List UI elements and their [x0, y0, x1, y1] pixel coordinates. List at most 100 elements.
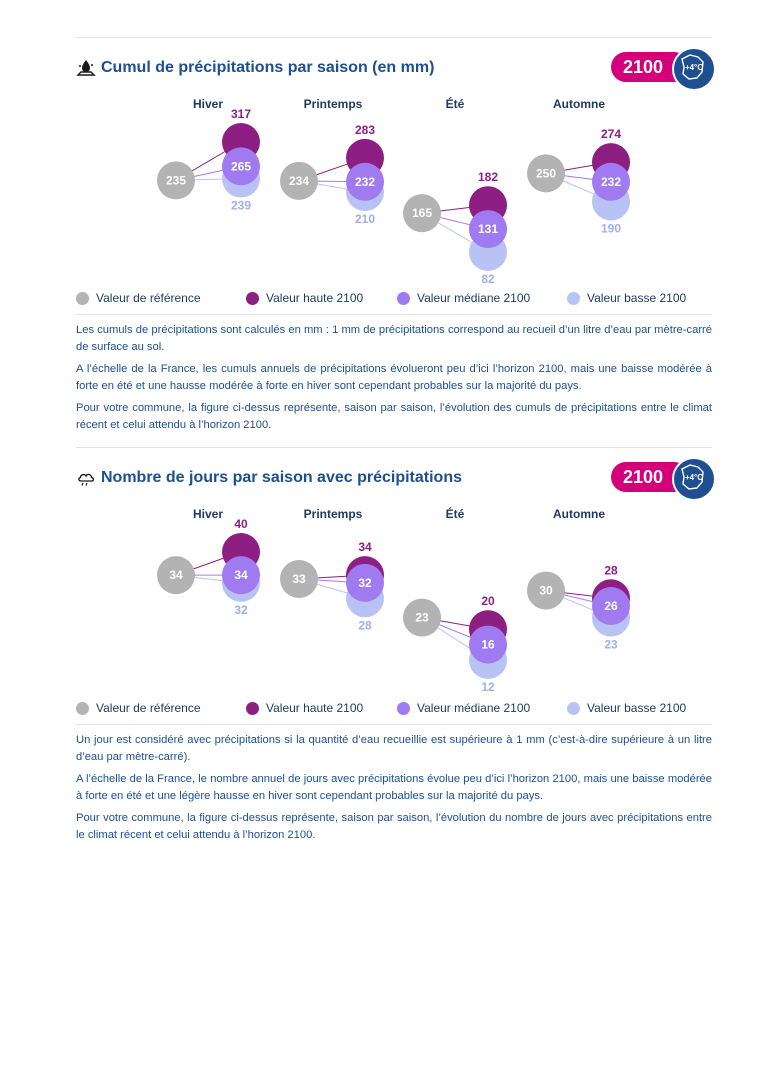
season-header: Été	[446, 506, 465, 521]
legend-dot-basse	[567, 291, 580, 305]
france-map-icon: +4°C	[672, 47, 716, 91]
bubble-reference	[280, 560, 318, 598]
legend-divider	[76, 724, 712, 725]
legend-dot-mediane	[397, 701, 410, 715]
bubble-mediane	[469, 210, 507, 249]
bubble-chart-svg: Hiver 34 32 40 34 Printemps 33 28 34 32 Été 23 12 20 1…	[157, 506, 630, 694]
season-header: Hiver	[193, 97, 223, 111]
label-basse: 210	[355, 212, 375, 226]
season-header: Printemps	[304, 507, 363, 521]
label-haute: 182	[478, 170, 498, 184]
legend-label: Valeur haute 2100	[266, 701, 364, 715]
bubble-mediane	[346, 162, 384, 201]
year-badge: 2100 +4°C	[611, 47, 716, 91]
label-haute: 20	[481, 594, 495, 608]
label-haute: 40	[234, 517, 248, 531]
temperature-label: +4°C	[684, 63, 704, 72]
paragraph: Un jour est considéré avec précipitation…	[76, 734, 712, 763]
label-mediane: 16	[481, 638, 495, 652]
paragraph: Pour votre commune, la figure ci-dessus …	[76, 812, 712, 841]
bubble-reference	[527, 571, 565, 610]
label-reference: 165	[412, 206, 432, 220]
bubble-reference	[157, 556, 195, 595]
label-basse: 82	[481, 272, 495, 286]
section-divider	[76, 447, 712, 448]
france-map-icon: +4°C	[672, 457, 716, 501]
label-reference: 250	[536, 166, 556, 180]
legend-item-mediane: Valeur médiane 2100	[397, 291, 530, 305]
label-basse: 23	[604, 638, 618, 652]
bubble-reference	[527, 154, 565, 193]
label-mediane: 265	[231, 159, 251, 173]
legend-label: Valeur médiane 2100	[417, 291, 531, 305]
bubble-reference	[403, 194, 441, 233]
legend-dot-basse	[567, 701, 580, 715]
bubble-mediane	[592, 162, 630, 201]
bubble-reference	[157, 161, 195, 200]
legend-item-reference: Valeur de référence	[76, 701, 201, 715]
legend-label: Valeur médiane 2100	[417, 701, 531, 715]
label-haute: 317	[231, 107, 251, 121]
legend-dot-reference	[76, 291, 89, 305]
section-title: Nombre de jours par saison avec précipit…	[101, 469, 462, 486]
legend-dot-haute	[246, 291, 259, 305]
rain-drop-icon	[76, 60, 96, 76]
temperature-label: +4°C	[684, 473, 704, 482]
legend-item-haute: Valeur haute 2100	[246, 701, 363, 715]
label-mediane: 32	[358, 576, 372, 590]
season-chart-2: Hiver 34 32 40 34 Printemps 33 28 34 32 Été 23 12 20 1…	[0, 502, 768, 698]
season-header: Automne	[553, 97, 605, 111]
bubble-reference	[403, 598, 441, 637]
legend-item-mediane: Valeur médiane 2100	[397, 701, 530, 715]
paragraph: Les cumuls de précipitations sont calcul…	[76, 324, 712, 353]
label-mediane: 34	[234, 568, 248, 582]
label-basse: 28	[358, 618, 372, 632]
paragraph: A l’échelle de la France, le nombre annu…	[76, 773, 712, 802]
label-mediane: 131	[478, 222, 498, 236]
season-header: Printemps	[304, 97, 363, 111]
legend-item-basse: Valeur basse 2100	[567, 701, 686, 715]
label-basse: 32	[234, 603, 248, 617]
label-reference: 23	[415, 611, 429, 625]
legend-label: Valeur basse 2100	[587, 291, 687, 305]
legend-label: Valeur basse 2100	[587, 701, 687, 715]
label-haute: 28	[604, 563, 618, 577]
legend-1: Valeur de référence Valeur haute 2100 Va…	[76, 291, 712, 309]
legend-label: Valeur de référence	[96, 701, 201, 715]
label-mediane: 26	[604, 599, 618, 613]
season-header: Automne	[553, 507, 605, 521]
legend-dot-mediane	[397, 291, 410, 305]
bubble-reference	[280, 161, 318, 200]
label-haute: 34	[358, 540, 372, 554]
label-haute: 274	[601, 127, 621, 141]
legend-dot-reference	[76, 701, 89, 715]
bubble-mediane	[469, 625, 507, 664]
section-title: Cumul de précipitations par saison (en m…	[101, 59, 435, 76]
season-chart-1: Hiver 235 239 317 265 Printemps 234 210 283 232 Ét…	[0, 92, 768, 288]
top-divider	[76, 37, 712, 38]
legend-dot-haute	[246, 701, 259, 715]
label-reference: 34	[169, 568, 183, 582]
legend-divider	[76, 314, 712, 315]
bubble-mediane	[222, 147, 260, 186]
explanation-text-1: Les cumuls de précipitations sont calcul…	[76, 322, 712, 439]
paragraph: A l’échelle de la France, les cumuls ann…	[76, 363, 712, 392]
year-badge: 2100 +4°C	[611, 457, 716, 501]
bubble-mediane	[592, 587, 630, 625]
label-basse: 12	[481, 680, 495, 694]
legend-item-reference: Valeur de référence	[76, 291, 201, 305]
bubble-mediane	[346, 563, 384, 602]
legend-label: Valeur haute 2100	[266, 291, 364, 305]
explanation-text-2: Un jour est considéré avec précipitation…	[76, 732, 712, 849]
paragraph: Pour votre commune, la figure ci-dessus …	[76, 402, 712, 431]
label-reference: 33	[292, 572, 306, 586]
season-header: Été	[446, 96, 465, 111]
legend-label: Valeur de référence	[96, 291, 201, 305]
label-mediane: 232	[355, 175, 375, 189]
legend-item-haute: Valeur haute 2100	[246, 291, 363, 305]
label-basse: 190	[601, 221, 621, 235]
label-mediane: 232	[601, 175, 621, 189]
bubble-chart-svg: Hiver 235 239 317 265 Printemps 234 210 283 232 Ét…	[157, 96, 630, 286]
legend-item-basse: Valeur basse 2100	[567, 291, 686, 305]
legend-2: Valeur de référence Valeur haute 2100 Va…	[76, 701, 712, 719]
